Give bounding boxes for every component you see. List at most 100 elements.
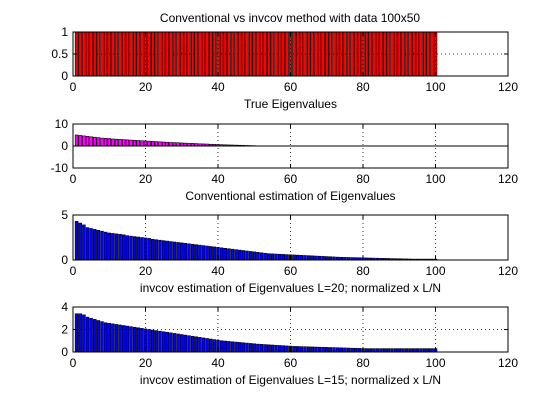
- bar: [187, 243, 191, 261]
- x-tick-label: 80: [356, 264, 370, 278]
- x-tick-label: 80: [356, 80, 370, 94]
- y-tick-label: 5: [61, 208, 68, 222]
- x-tick-label: 80: [356, 172, 370, 186]
- bar: [212, 246, 217, 261]
- bar: [172, 241, 177, 261]
- x-tick-label: 60: [284, 356, 298, 370]
- bar: [85, 136, 90, 147]
- y-tick-label: 0: [61, 69, 68, 83]
- bar: [198, 31, 202, 77]
- y-tick-label: 10: [55, 117, 69, 131]
- bar: [299, 255, 304, 261]
- bar: [201, 31, 206, 77]
- bar: [176, 333, 180, 353]
- bar: [281, 31, 285, 77]
- bar: [295, 346, 300, 353]
- bar: [158, 239, 162, 261]
- bar: [107, 138, 112, 147]
- bar: [78, 313, 83, 353]
- bar: [227, 341, 231, 353]
- bar: [147, 238, 151, 261]
- bar: [314, 255, 318, 261]
- bar: [114, 233, 119, 261]
- bar: [93, 136, 97, 147]
- bar: [161, 240, 166, 261]
- bar: [82, 135, 86, 147]
- bar: [82, 224, 86, 261]
- y-tick-label: 0: [61, 345, 68, 359]
- bar: [324, 256, 329, 261]
- bar: [201, 337, 206, 353]
- bar: [103, 138, 108, 147]
- bar: [183, 334, 188, 353]
- bar: [96, 230, 101, 261]
- x-tick-label: 80: [356, 356, 370, 370]
- bar: [277, 253, 282, 261]
- bar: [230, 341, 235, 353]
- y-tick-label: 2: [61, 323, 68, 337]
- bar: [299, 346, 304, 353]
- bar: [190, 335, 195, 353]
- bar: [321, 346, 325, 353]
- bar: [78, 222, 83, 261]
- bar: [151, 141, 155, 147]
- bar: [205, 31, 209, 77]
- bar: [314, 346, 318, 353]
- x-ticks: 0 20 40 60 80 100 120: [70, 32, 518, 94]
- bar: [147, 140, 151, 147]
- bar: [161, 141, 166, 147]
- bar: [219, 247, 224, 261]
- x-tick-label: 20: [139, 264, 153, 278]
- bar: [151, 239, 155, 261]
- bar: [274, 344, 278, 353]
- y-tick-label: 0: [61, 253, 68, 267]
- bar: [238, 342, 242, 353]
- x-tick-label: 20: [139, 356, 153, 370]
- bars: [74, 134, 257, 147]
- bar: [223, 248, 228, 261]
- grid: [73, 32, 508, 76]
- subplot-true-eigenvalues: 0 20 40 60 80 100 120 00.51 True Eigenvalues: [51, 25, 518, 111]
- subplot-invcov-l15: 0 20 40 60 80 100 120 0 2 4 invcov estimation of…: [61, 300, 518, 387]
- bar: [172, 142, 177, 147]
- y-tick-label: 0.5: [51, 47, 68, 61]
- bar: [201, 245, 206, 261]
- bar: [292, 346, 296, 353]
- bar: [165, 332, 170, 353]
- y-tick-label: -10: [51, 161, 69, 175]
- bar: [190, 243, 195, 261]
- bar: [292, 254, 296, 261]
- bar: [74, 313, 79, 353]
- bar: [140, 140, 144, 147]
- bar: [125, 235, 130, 261]
- bar: [111, 138, 115, 147]
- bar: [82, 31, 86, 77]
- bar: [100, 137, 104, 147]
- x-ticks: 0 20 40 60 80 100 120: [70, 215, 518, 278]
- bar: [343, 347, 347, 353]
- bar: [295, 254, 300, 261]
- bars: [74, 221, 438, 261]
- bar: [122, 139, 126, 147]
- bar: [274, 253, 278, 261]
- bar: [89, 228, 93, 261]
- x-axis-label: invcov estimation of Eigenvalues L=20; n…: [140, 281, 441, 295]
- bar: [180, 242, 184, 261]
- bars: [74, 313, 438, 353]
- bar: [122, 31, 126, 77]
- bar: [158, 141, 162, 147]
- bar: [111, 233, 115, 261]
- bar: [241, 31, 246, 77]
- bar: [169, 241, 173, 261]
- bar: [306, 346, 311, 353]
- bar: [256, 252, 260, 261]
- bar: [118, 324, 122, 353]
- bar: [252, 343, 257, 353]
- bar: [93, 229, 97, 261]
- bar: [324, 347, 329, 353]
- bar: [328, 347, 333, 353]
- x-tick-label: 40: [211, 172, 225, 186]
- bar: [154, 239, 159, 261]
- bar: [198, 244, 202, 261]
